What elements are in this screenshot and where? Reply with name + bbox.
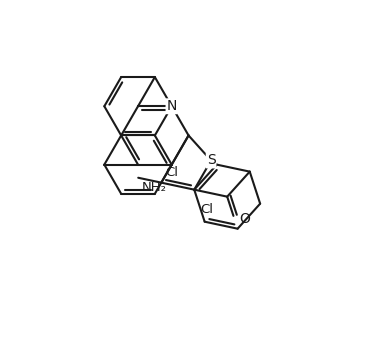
Text: Cl: Cl bbox=[200, 203, 213, 216]
Text: O: O bbox=[239, 213, 250, 226]
Text: Cl: Cl bbox=[165, 166, 178, 179]
Text: N: N bbox=[166, 99, 177, 113]
Text: S: S bbox=[207, 153, 215, 167]
Text: NH₂: NH₂ bbox=[142, 181, 167, 194]
